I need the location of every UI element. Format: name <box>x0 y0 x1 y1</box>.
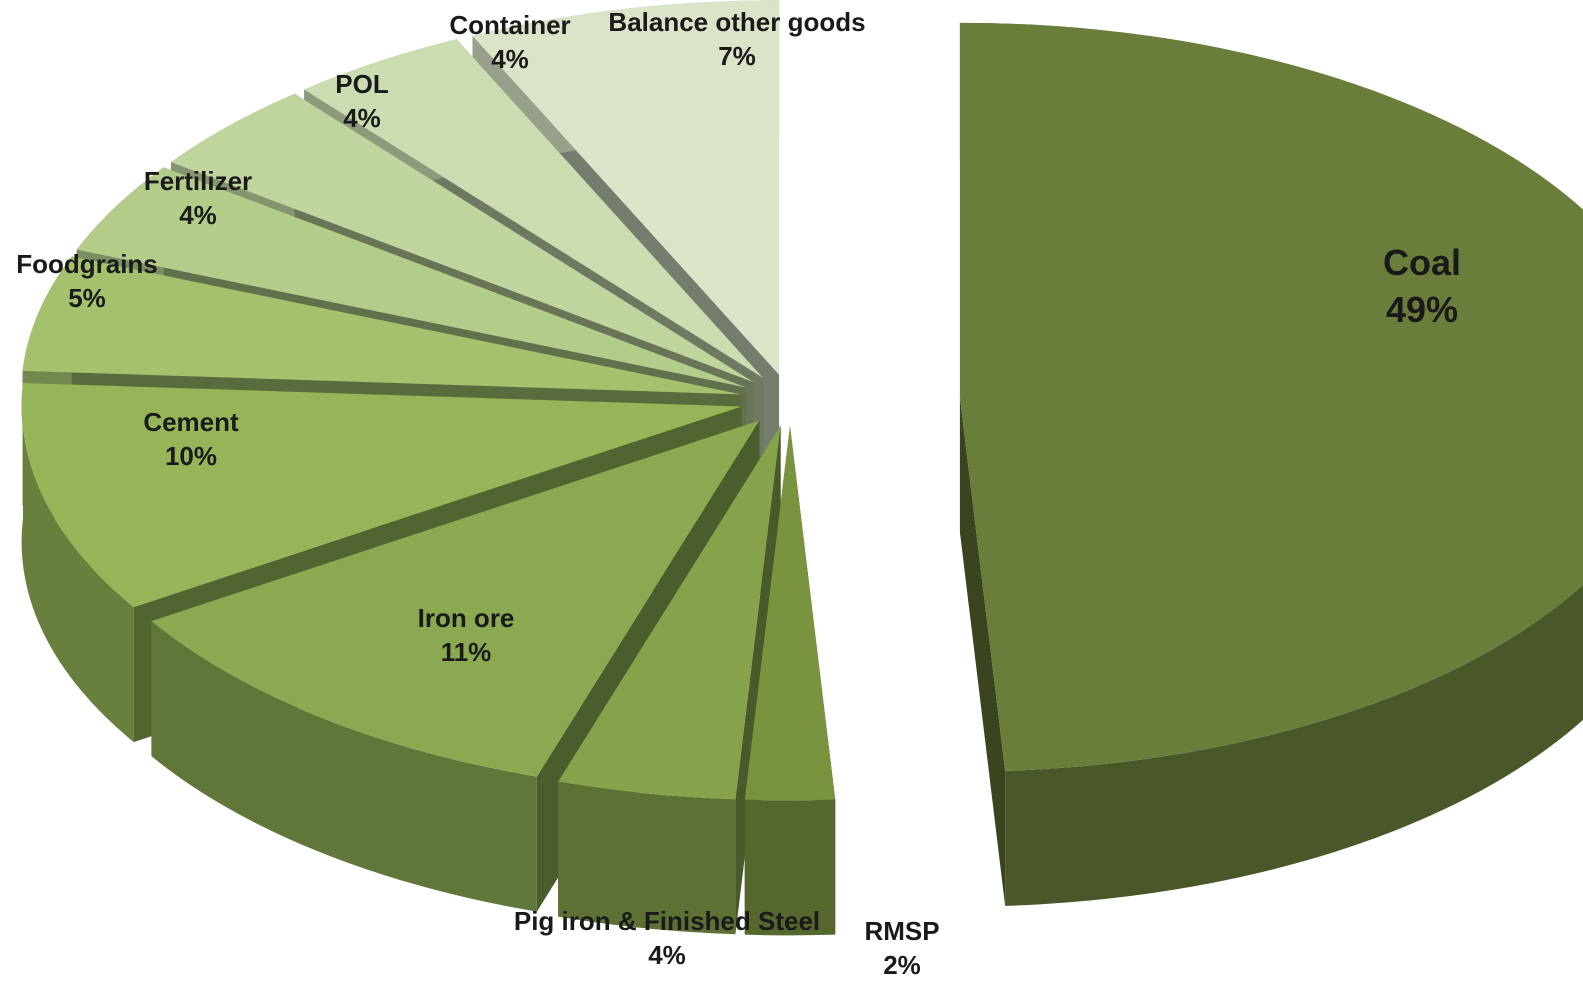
label-fertilizer-value: 4% <box>179 200 217 230</box>
label-container: Container 4% <box>449 9 570 77</box>
pie-slice-rim <box>151 621 537 912</box>
label-rmsp: RMSP 2% <box>864 915 939 983</box>
label-rmsp-name: RMSP <box>864 916 940 947</box>
label-coal: Coal 49% <box>1383 240 1461 334</box>
label-pig-iron: Pig iron & Finished Steel 4% <box>514 905 820 973</box>
label-cement-value: 10% <box>164 441 218 471</box>
pie-slice-top <box>151 420 760 777</box>
pie-slice-top <box>76 167 747 388</box>
pie-slice-top <box>558 425 781 800</box>
label-pol-value: 4% <box>343 103 381 133</box>
label-pig-iron-name: Pig iron & Finished Steel <box>513 906 821 937</box>
label-foodgrains: Foodgrains 5% <box>16 248 158 316</box>
label-pig-iron-value: 4% <box>648 940 686 970</box>
pie-slice-rim <box>744 799 836 936</box>
pie-slice-top <box>21 382 742 608</box>
label-cement: Cement 10% <box>143 406 238 474</box>
label-container-value: 4% <box>491 44 529 74</box>
label-fertilizer: Fertilizer 4% <box>144 165 252 233</box>
pie-slice-top <box>22 256 742 395</box>
pie-slice-rim <box>21 382 134 743</box>
pie-slice-rim <box>558 781 736 935</box>
label-fertilizer-name: Fertilizer <box>143 166 253 197</box>
label-pol-name: POL <box>335 69 389 100</box>
label-cement-name: Cement <box>143 407 239 438</box>
label-balance-value: 7% <box>718 41 756 71</box>
label-foodgrains-name: Foodgrains <box>16 249 158 280</box>
label-rmsp-value: 2% <box>883 950 921 980</box>
pie-slice-top <box>472 0 780 375</box>
label-pol: POL 4% <box>335 68 388 136</box>
pie-slice-rmsp <box>744 426 836 936</box>
label-balance-name: Balance other goods <box>608 7 866 38</box>
label-balance-other-goods: Balance other goods 7% <box>608 6 865 74</box>
pie-slice-side-wall <box>959 397 1006 906</box>
pie-slice-top <box>304 39 764 379</box>
label-iron-ore: Iron ore 11% <box>418 602 515 670</box>
label-foodgrains-value: 5% <box>68 283 106 313</box>
pie-slice-top <box>171 93 754 383</box>
label-coal-name: Coal <box>1382 242 1462 284</box>
pie-slice-top <box>959 22 1583 771</box>
pie-slice-top <box>744 426 836 801</box>
label-iron-ore-value: 11% <box>440 637 492 667</box>
label-container-name: Container <box>449 10 571 41</box>
label-iron-ore-name: Iron ore <box>417 603 515 634</box>
pie-slice-coal <box>959 22 1583 906</box>
label-coal-value: 49% <box>1385 289 1459 330</box>
